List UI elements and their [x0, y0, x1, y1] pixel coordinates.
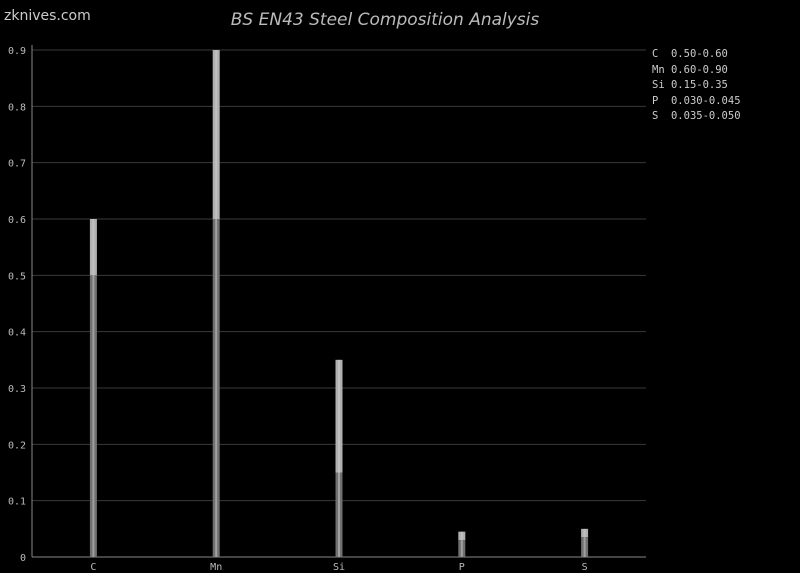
- legend-element: S: [652, 110, 665, 122]
- legend-range: 0.030-0.045: [664, 94, 741, 107]
- bar-highlight: [92, 219, 95, 557]
- legend-item: Mn 0.60-0.90: [652, 63, 741, 79]
- bar-highlight: [460, 531, 463, 557]
- legend-range: 0.15-0.35: [664, 79, 728, 91]
- y-tick-label: 0.4: [8, 328, 26, 339]
- legend-range: 0.60-0.90: [664, 63, 728, 76]
- legend-element: P: [652, 94, 665, 107]
- y-tick-label: 0.9: [8, 46, 26, 57]
- bar-highlight: [583, 528, 586, 557]
- chart-title: BS EN43 Steel Composition Analysis: [230, 10, 540, 30]
- legend-range: 0.50-0.60: [664, 48, 728, 60]
- x-tick-label: C: [90, 562, 96, 573]
- legend-item: C 0.50-0.60: [652, 47, 741, 63]
- watermark: zknives.com: [4, 8, 91, 24]
- legend-element: Mn: [652, 63, 665, 76]
- legend-element: Si: [652, 79, 665, 91]
- legend-range: 0.035-0.050: [664, 110, 741, 122]
- bar-highlight: [215, 50, 218, 557]
- x-tick-label: S: [582, 562, 588, 573]
- bar-highlight: [338, 359, 340, 557]
- legend-item: P 0.030-0.045: [652, 94, 741, 110]
- x-tick-label: P: [459, 562, 465, 573]
- legend: C 0.50-0.60 Mn 0.60-0.90 Si 0.15-0.35 P 0.0…: [652, 47, 741, 125]
- y-tick-label: 0.5: [8, 271, 26, 282]
- y-tick-label: 0.2: [8, 440, 26, 451]
- legend-item: Si 0.15-0.35: [652, 78, 741, 94]
- legend-item: S 0.035-0.050: [652, 109, 741, 125]
- y-tick-label: 0.6: [8, 215, 26, 226]
- x-tick-label: Mn: [210, 562, 222, 573]
- y-tick-label: 0.7: [8, 159, 26, 170]
- x-tick-label: Si: [333, 562, 345, 573]
- y-tick-label: 0.3: [8, 384, 26, 395]
- legend-element: C: [652, 48, 665, 60]
- y-tick-label: 0: [20, 553, 26, 564]
- y-tick-label: 0.1: [8, 497, 26, 508]
- y-tick-label: 0.8: [8, 102, 26, 113]
